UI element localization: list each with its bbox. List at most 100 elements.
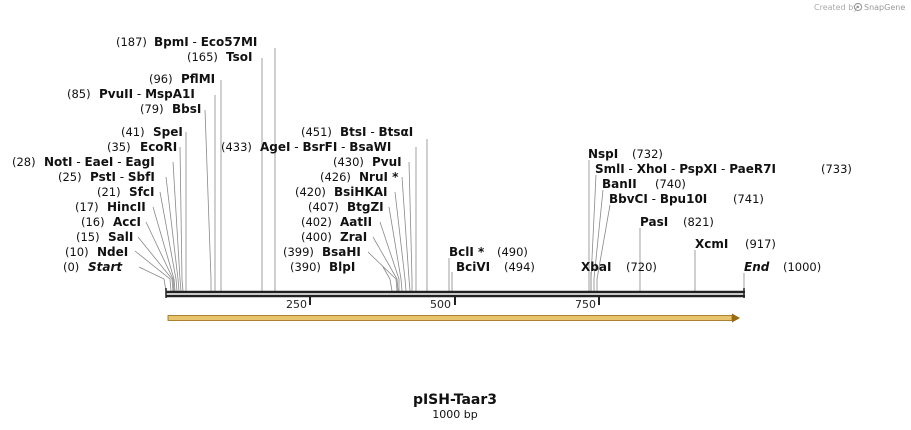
site-label-spei[interactable]: (41) SpeI: [121, 125, 183, 139]
site-label-btgzi[interactable]: (407) BtgZI: [308, 200, 384, 214]
site-label-acci[interactable]: (16) AccI: [81, 215, 141, 229]
site-label-blpi[interactable]: (390) BlpI: [290, 260, 355, 274]
site-enzyme-name: SmlI - XhoI - PspXI - PaeR7I: [595, 162, 776, 176]
leader-start: [138, 266, 167, 292]
site-label-noti-eaei-eagi[interactable]: (28) NotI - EaeI - EagI: [12, 155, 155, 169]
site-position: (390): [290, 260, 321, 274]
site-label-bcivi[interactable]: (494) BciVI: [456, 260, 535, 274]
site-enzyme-name: XbaI: [581, 260, 611, 274]
site-label-pvuii-mspa1i[interactable]: (85) PvuII - MspA1I: [67, 87, 195, 101]
site-position: (494): [504, 260, 535, 274]
site-enzyme-name: NotI - EaeI - EagI: [44, 155, 155, 169]
site-label-pvui[interactable]: (430) PvuI: [333, 155, 402, 169]
site-position: (21): [97, 185, 121, 199]
site-label-pasi[interactable]: (821) PasI: [640, 215, 714, 229]
site-label-nrui[interactable]: (426) NruI *: [320, 170, 399, 184]
site-label-banii[interactable]: (740) BanII: [602, 177, 686, 191]
site-position: (433): [221, 140, 252, 154]
tick-label-500: 500: [430, 298, 451, 311]
site-label-bbsi[interactable]: (79) BbsI: [140, 102, 201, 116]
site-label-bpmi-eco57mi[interactable]: (187) BpmI - Eco57MI: [116, 35, 257, 49]
site-enzyme-name: PvuII - MspA1I: [99, 87, 195, 101]
site-enzyme-name: NdeI: [97, 245, 128, 259]
site-label-pflmi[interactable]: (96) PflMI: [149, 72, 215, 86]
site-label-bcli[interactable]: (490) BclI *: [449, 245, 528, 259]
leader-hincii: [152, 206, 176, 292]
snapgene-logo-icon: [853, 2, 863, 12]
site-label-agei-bsrfi-bsawi[interactable]: (433) AgeI - BsrFI - BsaWI: [221, 140, 391, 154]
site-position: (15): [76, 230, 100, 244]
site-enzyme-name: BsaHI: [322, 245, 361, 259]
leader-ecori: [179, 146, 184, 292]
leader-ndei: [134, 250, 172, 292]
site-label-xbai[interactable]: (720) XbaI: [581, 260, 657, 274]
site-enzyme-name: PasI: [640, 215, 668, 229]
site-enzyme-name: SalI: [108, 230, 133, 244]
site-label-bsahi[interactable]: (399) BsaHI: [283, 245, 361, 259]
leader-nrui: [401, 176, 411, 292]
map-length: 1000 bp: [432, 408, 477, 421]
leader-acci: [145, 221, 175, 292]
tick-label-250: 250: [286, 298, 307, 311]
site-label-bbvci-bpu10i[interactable]: (741) BbvCI - Bpu10I: [609, 192, 764, 206]
site-label-sfci[interactable]: (21) SfcI: [97, 185, 154, 199]
site-label-smli-xhoi-pspxi-paer7i[interactable]: (733) SmlI - XhoI - PspXI - PaeR7I: [595, 162, 852, 176]
site-label-hincii[interactable]: (17) HincII: [75, 200, 146, 214]
tick-label-750: 750: [575, 298, 596, 311]
site-position: (79): [140, 102, 164, 116]
leader-bbsi: [204, 109, 212, 291]
site-label-nspi[interactable]: (732) NspI: [588, 147, 663, 161]
site-enzyme-name: SpeI: [153, 125, 183, 139]
site-position: (10): [65, 245, 89, 259]
feature-arrow-body: [167, 315, 733, 321]
site-position: (426): [320, 170, 351, 184]
site-enzyme-name: BbvCI - Bpu10I: [609, 192, 707, 206]
map-title: pISH-Taar3: [413, 392, 497, 408]
site-enzyme-name: BtsI - BtsαI: [340, 125, 413, 139]
leader-noti: [172, 161, 182, 292]
leader-pvui: [408, 161, 413, 291]
site-enzyme-name: AatII: [340, 215, 372, 229]
site-label-aatii[interactable]: (402) AatII: [301, 215, 372, 229]
site-position: (85): [67, 87, 91, 101]
site-enzyme-name: PflMI: [181, 72, 215, 86]
site-position: (741): [733, 192, 764, 206]
site-label-btsi-bts-i[interactable]: (451) BtsI - BtsαI: [301, 125, 413, 139]
site-position: (821): [683, 215, 714, 229]
site-position: (17): [75, 200, 99, 214]
site-label-sali[interactable]: (15) SalI: [76, 230, 133, 244]
leader-banii: [593, 189, 604, 291]
site-position: (740): [655, 177, 686, 191]
site-label-ecori[interactable]: (35) EcoRI: [107, 140, 177, 154]
site-label-ndei[interactable]: (10) NdeI: [65, 245, 128, 259]
leader-bbvci: [596, 204, 611, 291]
site-position: (165): [187, 50, 218, 64]
ruler: 250 500 750: [286, 296, 600, 311]
site-position: (917): [745, 237, 776, 251]
site-label-end[interactable]: (1000) End: [744, 260, 821, 274]
site-position: (28): [12, 155, 36, 169]
leader-zrai: [372, 236, 399, 292]
site-position: (0): [63, 260, 79, 274]
site-position: (420): [295, 185, 326, 199]
site-position: (733): [821, 162, 852, 176]
site-enzyme-name: XcmI: [695, 237, 728, 251]
site-label-psti-sbfi[interactable]: (25) PstI - SbfI: [58, 170, 155, 184]
site-position: (96): [149, 72, 173, 86]
site-enzyme-name: BanII: [602, 177, 637, 191]
site-enzyme-name: BbsI: [172, 102, 201, 116]
leader-lines: [134, 48, 745, 292]
site-label-bsihkai[interactable]: (420) BsiHKAI: [295, 185, 388, 199]
site-enzyme-name: BciVI: [456, 260, 490, 274]
site-enzyme-name: PvuI: [372, 155, 402, 169]
site-label-start[interactable]: (0) Start: [63, 260, 123, 274]
site-enzyme-name: AgeI - BsrFI - BsaWI: [260, 140, 391, 154]
credit-brand: SnapGene: [864, 3, 905, 12]
site-label-tsoi[interactable]: (165) TsoI: [187, 50, 252, 64]
site-label-xcmi[interactable]: (917) XcmI: [695, 237, 776, 251]
feature-arrow[interactable]: [167, 313, 740, 323]
credit-prefix: Created by: [814, 3, 858, 12]
site-label-zrai[interactable]: (400) ZraI: [301, 230, 367, 244]
